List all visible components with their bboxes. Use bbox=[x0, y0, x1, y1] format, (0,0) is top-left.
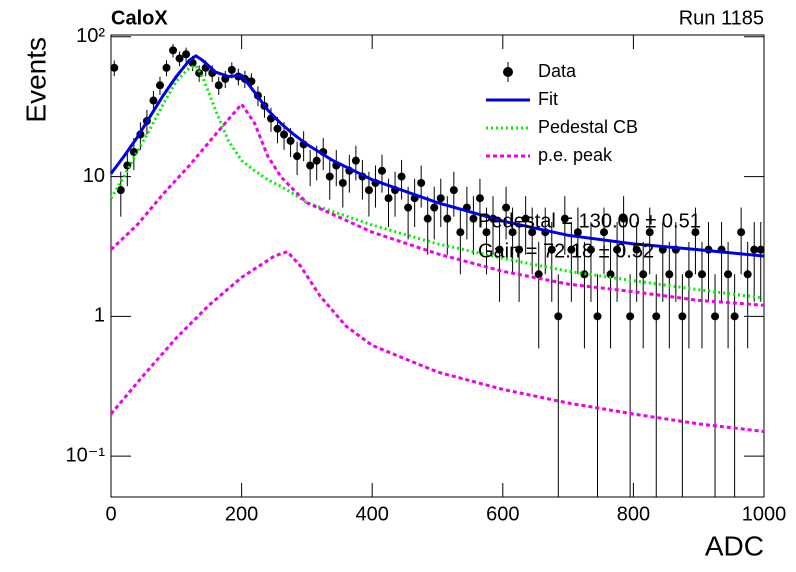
legend-label: Data bbox=[538, 61, 577, 81]
data-point bbox=[515, 245, 524, 254]
data-point bbox=[286, 136, 295, 145]
data-point bbox=[730, 312, 739, 321]
data-point bbox=[632, 245, 641, 254]
data-point bbox=[678, 312, 687, 321]
data-point bbox=[175, 54, 184, 63]
data-point bbox=[227, 65, 236, 74]
x-tick-label: 400 bbox=[356, 503, 389, 525]
data-point bbox=[384, 194, 393, 203]
data-point bbox=[351, 156, 360, 165]
data-point bbox=[449, 186, 458, 195]
legend-label: Fit bbox=[538, 89, 558, 109]
data-point bbox=[652, 312, 661, 321]
data-point bbox=[626, 312, 635, 321]
data-point bbox=[750, 245, 759, 254]
data-point bbox=[377, 166, 386, 175]
data-point bbox=[606, 270, 615, 279]
data-point bbox=[502, 203, 511, 212]
data-point bbox=[697, 270, 706, 279]
annotation: Pedestal = 130.00 ± 0.51 bbox=[478, 210, 701, 232]
data-point bbox=[724, 270, 733, 279]
data-point bbox=[397, 172, 406, 181]
data-point bbox=[149, 96, 158, 105]
data-point bbox=[110, 63, 119, 72]
x-axis-label: ADC bbox=[705, 530, 764, 561]
data-point bbox=[404, 203, 413, 212]
fit-curve bbox=[109, 101, 765, 307]
data-point bbox=[182, 50, 191, 59]
data-point bbox=[280, 130, 289, 139]
data-point bbox=[293, 152, 302, 161]
data-point bbox=[214, 81, 223, 90]
fit-curve bbox=[109, 249, 765, 433]
data-point bbox=[162, 63, 171, 72]
data-point bbox=[619, 214, 628, 223]
data-point bbox=[508, 228, 517, 237]
data-point bbox=[430, 203, 439, 212]
data-point bbox=[482, 228, 491, 237]
y-tick-label: 1 bbox=[94, 305, 105, 327]
data-point bbox=[691, 228, 700, 237]
y-tick-label: 10 bbox=[83, 165, 105, 187]
x-tick-label: 1000 bbox=[742, 503, 787, 525]
x-tick-label: 600 bbox=[486, 503, 519, 525]
data-point bbox=[560, 214, 569, 223]
data-point bbox=[554, 312, 563, 321]
legend-marker bbox=[503, 67, 513, 77]
data-point bbox=[756, 245, 765, 254]
fit-curve bbox=[109, 54, 765, 258]
data-point bbox=[312, 156, 321, 165]
data-point bbox=[306, 161, 315, 170]
data-point bbox=[436, 194, 445, 203]
y-axis-label: Events bbox=[20, 37, 51, 123]
data-point bbox=[364, 186, 373, 195]
y-tick-label: 10² bbox=[76, 25, 105, 47]
data-point bbox=[423, 214, 432, 223]
data-point bbox=[443, 214, 452, 223]
data-point bbox=[273, 124, 282, 133]
data-point bbox=[456, 228, 465, 237]
data-point bbox=[567, 245, 576, 254]
data-point bbox=[534, 270, 543, 279]
data-point bbox=[645, 228, 654, 237]
x-tick-label: 800 bbox=[617, 503, 650, 525]
data-point bbox=[593, 312, 602, 321]
y-tick-label: 10⁻¹ bbox=[66, 444, 106, 466]
legend-label: p.e. peak bbox=[538, 145, 613, 165]
data-point bbox=[495, 245, 504, 254]
data-point bbox=[155, 81, 164, 90]
chart-title: CaloX bbox=[111, 7, 168, 29]
data-point bbox=[737, 228, 746, 237]
legend-label: Pedestal CB bbox=[538, 117, 638, 137]
data-point bbox=[743, 270, 752, 279]
x-tick-label: 0 bbox=[105, 503, 116, 525]
data-point bbox=[116, 186, 125, 195]
x-tick-label: 200 bbox=[225, 503, 258, 525]
data-point bbox=[639, 270, 648, 279]
data-point bbox=[475, 194, 484, 203]
annotation: Gain = 72.18 ± 0.52 bbox=[478, 240, 654, 262]
data-point bbox=[573, 228, 582, 237]
data-point bbox=[325, 172, 334, 181]
data-point bbox=[338, 178, 347, 187]
plot-frame bbox=[110, 34, 765, 498]
data-point bbox=[521, 214, 530, 223]
data-point bbox=[547, 245, 556, 254]
data-point bbox=[528, 228, 537, 237]
data-point bbox=[613, 245, 622, 254]
data-point bbox=[711, 312, 720, 321]
data-point bbox=[684, 270, 693, 279]
data-point bbox=[600, 228, 609, 237]
data-point bbox=[469, 214, 478, 223]
data-point bbox=[417, 178, 426, 187]
data-point bbox=[586, 245, 595, 254]
chart-subtitle: Run 1185 bbox=[679, 7, 764, 29]
data-point bbox=[169, 46, 178, 55]
data-point bbox=[665, 270, 674, 279]
